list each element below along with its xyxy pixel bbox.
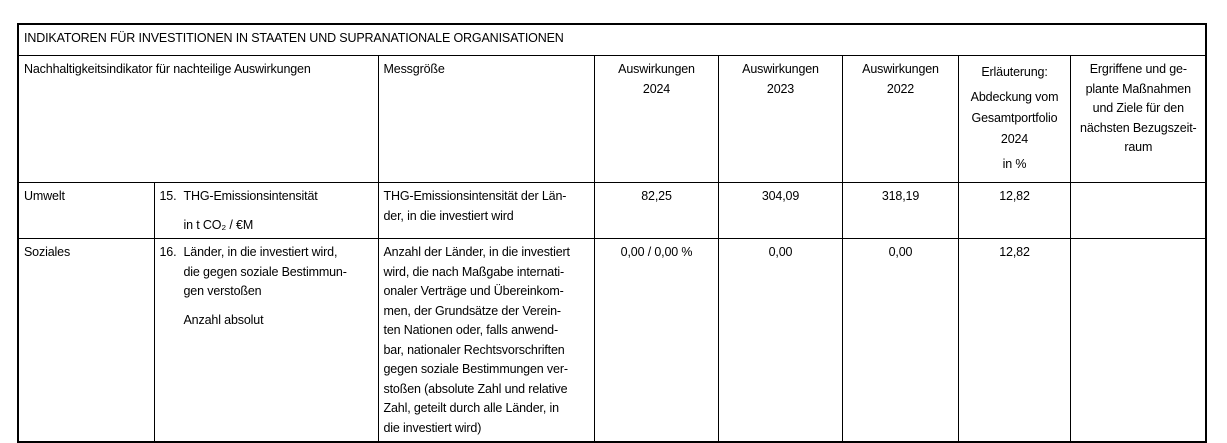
header-col-coverage: Erläuterung: Abdeckung vom Gesamtportfol… — [957, 55, 1071, 183]
indicator-unit: Anzahl absolut — [183, 312, 264, 327]
header-col-actions: Ergriffene und ge- plante Maßnahmen und … — [1069, 55, 1207, 183]
header-col-impact-2023: Auswirkungen 2023 — [717, 55, 843, 183]
indicator-number: 15. — [159, 189, 177, 203]
impact-2023-cell: 304,09 — [717, 182, 843, 239]
coverage-cell: 12,82 — [957, 182, 1071, 239]
table-row-umwelt: Umwelt 15. THG-Emissionsintensität in t … — [17, 182, 1207, 239]
header-col-measure: Messgröße — [377, 55, 595, 183]
indicator-cell: 15. THG-Emissionsintensität in t CO₂ / €… — [153, 182, 379, 239]
measure-cell: Anzahl der Länder, in die investiert wir… — [377, 238, 595, 443]
header-row: Nachhaltigkeitsindikator für nachteilige… — [17, 55, 1207, 183]
coverage-header-line: Erläuterung: — [981, 65, 1048, 79]
impact-2022-cell: 318,19 — [841, 182, 959, 239]
impact-2022-cell: 0,00 — [841, 238, 959, 443]
coverage-cell: 12,82 — [957, 238, 1071, 443]
indicator-number: 16. — [159, 245, 177, 259]
indicators-table: INDIKATOREN FÜR INVESTITIONEN IN STAATEN… — [17, 23, 1208, 443]
header-col-impact-2024: Auswirkungen 2024 — [593, 55, 719, 183]
header-col-impact-2022: Auswirkungen 2022 — [841, 55, 959, 183]
impact-2024-cell: 0,00 / 0,00 % — [593, 238, 719, 443]
coverage-header-line: in % — [1002, 157, 1027, 171]
actions-cell — [1069, 238, 1207, 443]
measure-cell: THG-Emissionsintensität der Län- der, in… — [377, 182, 595, 239]
actions-cell — [1069, 182, 1207, 239]
title-row: INDIKATOREN FÜR INVESTITIONEN IN STAATEN… — [17, 23, 1207, 56]
table-row-soziales: Soziales 16. Länder, in die investiert w… — [17, 238, 1207, 443]
impact-2024-cell: 82,25 — [593, 182, 719, 239]
indicator-unit: in t CO₂ / €M — [183, 217, 254, 232]
table-title: INDIKATOREN FÜR INVESTITIONEN IN STAATEN… — [17, 23, 1207, 56]
coverage-header-line: Abdeckung vom Gesamtportfolio 2024 — [970, 90, 1059, 146]
indicator-text: Länder, in die investiert wird, die gege… — [183, 245, 347, 298]
category-cell: Umwelt — [17, 182, 155, 239]
indicator-cell: 16. Länder, in die investiert wird, die … — [153, 238, 379, 443]
impact-2023-cell: 0,00 — [717, 238, 843, 443]
category-cell: Soziales — [17, 238, 155, 443]
header-col-indicator: Nachhaltigkeitsindikator für nachteilige… — [17, 55, 379, 183]
indicator-text: THG-Emissionsintensität — [183, 189, 318, 203]
